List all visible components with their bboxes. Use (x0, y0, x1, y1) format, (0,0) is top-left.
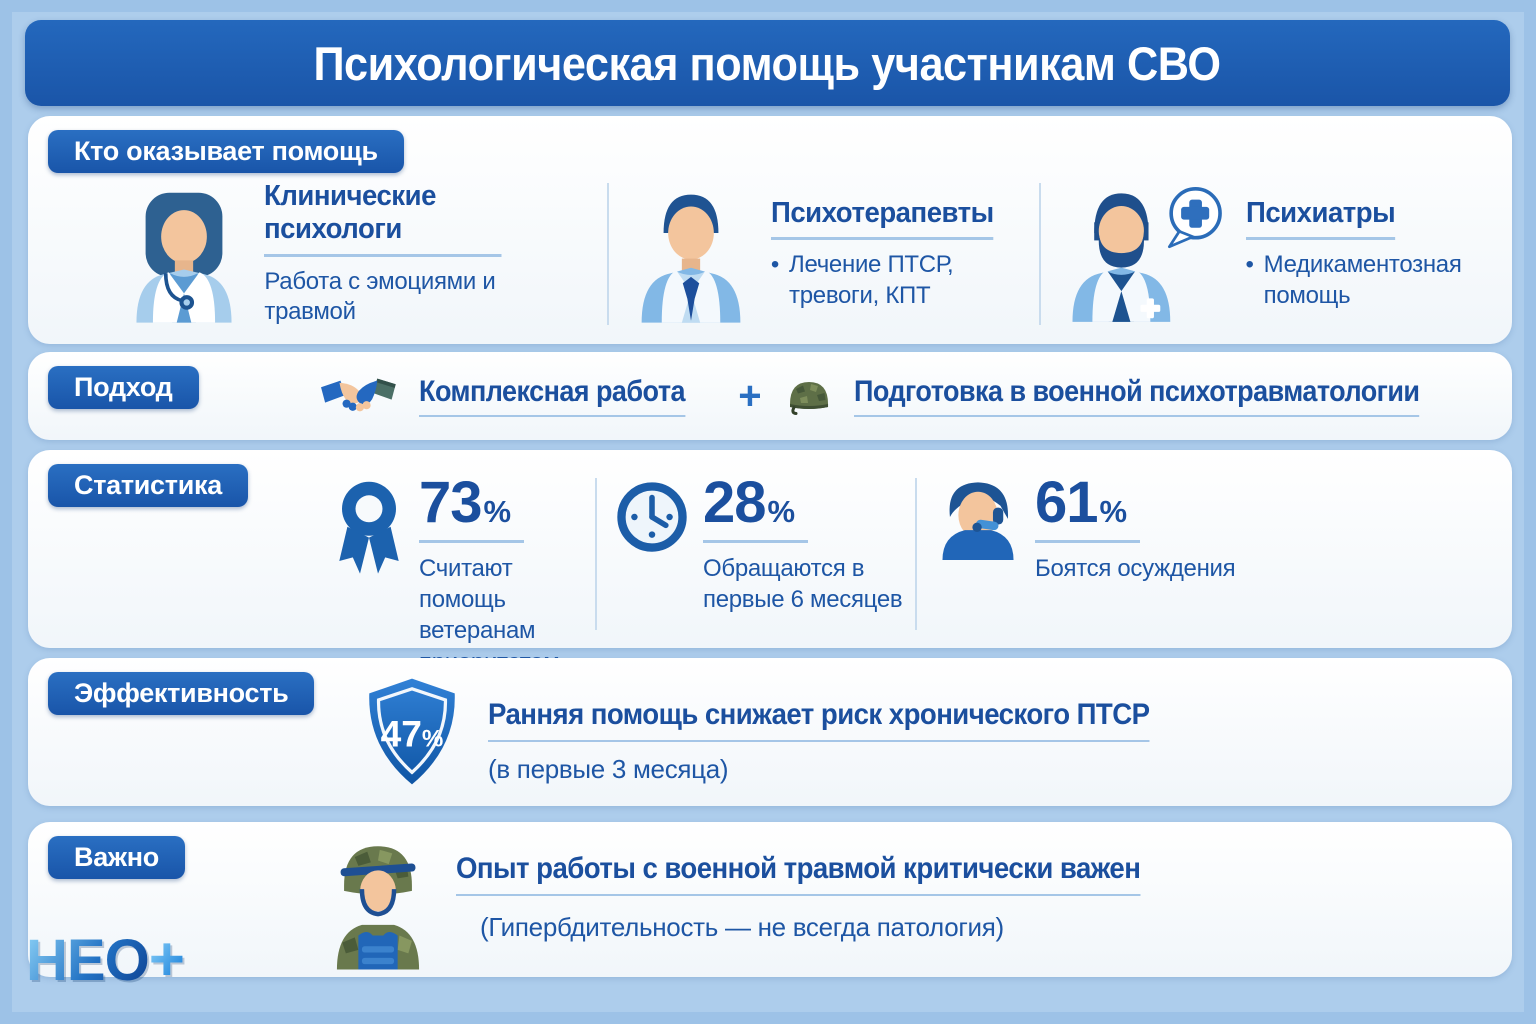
divider (1039, 183, 1042, 325)
shield-value: 47% (381, 712, 444, 754)
provider-title: Клинические психологи (264, 180, 502, 257)
divider (915, 478, 917, 630)
underline (1035, 540, 1140, 543)
section-badge-statistics: Статистика (48, 464, 248, 507)
provider-text: Психиатры • Медикаментозная помощь (1245, 197, 1496, 312)
provider-text: Клинические психологи Работа с эмоциями … (264, 180, 514, 328)
section-providers: Кто оказывает помощь Клинические психоло (28, 116, 1512, 344)
bullet: • (770, 250, 780, 278)
stat-value: 28 % (703, 470, 796, 535)
stat-judgement: 61 % Боятся осуждения (935, 474, 1482, 584)
effectiveness-subtitle: (в первые 3 месяца) (488, 754, 729, 784)
provider-title: Психотерапевты (770, 197, 994, 240)
header-bar: Психологическая помощь участникам СВО (25, 20, 1510, 106)
underline (419, 540, 524, 543)
provider-desc: Работа с эмоциями и травмой (264, 267, 496, 326)
section-badge-important: Важно (48, 836, 185, 879)
stat-value: 73 % (419, 470, 512, 535)
clock-icon (617, 482, 687, 552)
psychiatrist-icon (1072, 187, 1222, 322)
award-ribbon-icon (339, 481, 399, 574)
section-statistics: Статистика 73 % Счи (28, 450, 1512, 676)
stat-value: 61 % (1035, 470, 1128, 535)
provider-desc: • Лечение ПТСР, тревоги, КПТ (771, 250, 1021, 311)
plus-sign: + (738, 373, 762, 418)
approach-row: Комплексная работа + Подготовка в военно… (320, 352, 1482, 440)
provider-psychotherapists: Психотерапевты • Лечение ПТСР, тревоги, … (609, 172, 1039, 336)
soldier-icon (336, 846, 420, 970)
underline (703, 540, 808, 543)
handshake-icon (321, 378, 396, 412)
page-title: Психологическая помощь участникам СВО (313, 36, 1222, 90)
section-effectiveness: Эффективность 47% Ранняя помощь снижает … (28, 658, 1512, 806)
provider-desc: • Медикаментозная помощь (1246, 250, 1496, 311)
effectiveness-title: Ранняя помощь снижает риск хронического … (488, 698, 1150, 742)
approach-right-label: Подготовка в военной психотравматологии (853, 375, 1420, 417)
section-badge-providers: Кто оказывает помощь (48, 130, 404, 173)
stat-desc: Боятся осуждения (1035, 555, 1236, 582)
neo-plus-logo: НЕО+ (26, 925, 185, 994)
stat-first-months: 28 % Обращаются в первые 6 месяцев (615, 474, 915, 615)
divider (595, 478, 597, 630)
provider-title: Психиатры (1245, 197, 1395, 240)
effectiveness-text: Ранняя помощь снижает риск хронического … (488, 698, 1207, 785)
bullet: • (1245, 250, 1254, 278)
statistics-row: 73 % Считают помощь ветеранам приоритето… (333, 474, 1482, 678)
female-psychologist-icon (136, 192, 232, 323)
stat-desc: Обращаются в первые 6 месяцев (703, 555, 903, 614)
stat-priority: 73 % Считают помощь ветеранам приоритето… (333, 474, 595, 678)
important-text: Опыт работы с военной травмой критически… (456, 852, 1200, 943)
section-badge-approach: Подход (48, 366, 199, 409)
providers-row: Клинические психологи Работа с эмоциями … (28, 172, 1512, 336)
section-approach: Подход Комплексная работа + (28, 352, 1512, 440)
important-subtitle: (Гипербдительность — не всегда патология… (480, 912, 1004, 942)
provider-text: Психотерапевты • Лечение ПТСР, тревоги, … (770, 197, 1021, 312)
approach-left-label: Комплексная работа (418, 375, 685, 417)
headset-person-icon (942, 482, 1014, 560)
psychotherapist-icon (641, 194, 741, 323)
divider (606, 183, 609, 325)
important-title: Опыт работы с военной травмой критически… (456, 852, 1141, 896)
provider-clinical-psychologists: Клинические психологи Работа с эмоциями … (28, 172, 607, 336)
section-important: Важно Опыт работы с военной травмой кри (28, 822, 1512, 977)
section-badge-effectiveness: Эффективность (48, 672, 315, 715)
shield-icon: 47% (369, 678, 455, 785)
provider-psychiatrists: Психиатры • Медикаментозная помощь (1041, 172, 1512, 336)
military-helmet-icon (789, 381, 828, 416)
